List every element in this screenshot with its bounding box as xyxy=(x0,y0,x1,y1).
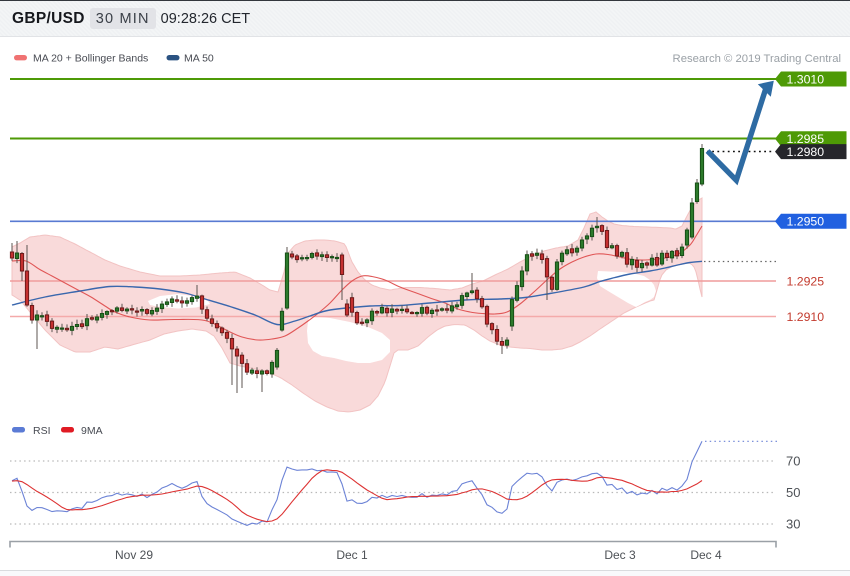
svg-text:1.2950: 1.2950 xyxy=(787,215,825,229)
svg-text:Dec 3: Dec 3 xyxy=(604,548,636,562)
svg-text:30: 30 xyxy=(786,517,800,532)
svg-text:Dec 4: Dec 4 xyxy=(690,548,722,562)
svg-text:Dec 1: Dec 1 xyxy=(336,548,368,562)
svg-text:MA 50: MA 50 xyxy=(184,53,214,65)
svg-text:50: 50 xyxy=(786,485,800,500)
svg-text:RSI: RSI xyxy=(33,425,51,437)
svg-text:1.3010: 1.3010 xyxy=(787,72,825,86)
svg-text:70: 70 xyxy=(786,454,800,469)
svg-text:1.2980: 1.2980 xyxy=(787,145,825,159)
svg-text:1.2910: 1.2910 xyxy=(787,310,825,324)
svg-text:1.2925: 1.2925 xyxy=(787,274,825,288)
svg-text:1.2985: 1.2985 xyxy=(787,132,825,146)
svg-text:Nov 29: Nov 29 xyxy=(115,548,153,562)
svg-text:9MA: 9MA xyxy=(81,425,103,437)
svg-text:MA 20 + Bollinger Bands: MA 20 + Bollinger Bands xyxy=(33,53,148,65)
svg-text:Research © 2019 Trading Centra: Research © 2019 Trading Central xyxy=(673,53,841,65)
